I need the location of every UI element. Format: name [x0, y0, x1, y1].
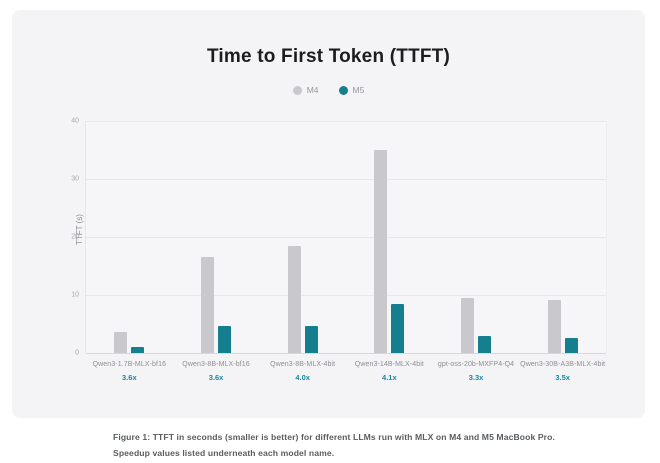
gridline — [86, 179, 606, 180]
model-name-label: gpt-oss-20b-MXFP4-Q4 — [437, 361, 515, 368]
bar-m5 — [218, 326, 231, 353]
bar-pair — [374, 121, 405, 353]
speedup-label: 3.3x — [468, 373, 484, 382]
bar-pair — [461, 121, 492, 353]
y-tick-label: 10 — [71, 291, 79, 299]
model-name-label: Qwen3-8B-MLX-bf16 — [182, 361, 250, 368]
legend: M4 M5 — [12, 85, 645, 95]
speedup-label: 3.6x — [122, 373, 137, 382]
speedup-label: 4.0x — [295, 373, 310, 382]
model-name-label: Qwen3-30B-A3B-MLX-4bit — [520, 361, 606, 368]
group-labels: Qwen3-30B-A3B-MLX-4bit 3.5x — [520, 361, 605, 382]
bar-m5 — [564, 337, 578, 353]
y-tick-label: 30 — [71, 175, 79, 183]
bar-group: gpt-oss-20b-MXFP4-Q4 3.3x — [433, 121, 520, 382]
group-labels: Qwen3-14B-MLX-4bit 4.1x — [355, 361, 424, 382]
group-labels: gpt-oss-20b-MXFP4-Q4 3.3x — [438, 361, 514, 382]
legend-label-m4: M4 — [306, 85, 319, 95]
bar-group: Qwen3-1.7B-MLX-bf16 3.6x — [86, 121, 173, 382]
gridline — [86, 121, 606, 122]
bar-pair — [547, 121, 578, 353]
bar-pair — [287, 121, 318, 353]
bar-group: Qwen3-8B-MLX-bf16 3.6x — [173, 121, 260, 382]
figure-caption: Figure 1: TTFT in seconds (smaller is be… — [113, 432, 555, 458]
model-name-label: Qwen3-14B-MLX-4bit — [354, 361, 424, 368]
bar-groups: Qwen3-1.7B-MLX-bf16 3.6x Qwen3-8B-MLX-bf16… — [86, 121, 606, 382]
bar-m4 — [201, 257, 214, 353]
legend-item-m4: M4 — [292, 85, 319, 95]
model-name-label: Qwen3-8B-MLX-4bit — [270, 361, 336, 368]
y-tick-label: 0 — [75, 349, 79, 357]
model-name-label: Qwen3-1.7B-MLX-bf16 — [92, 361, 167, 368]
gridline — [86, 295, 606, 296]
chart-title: Time to First Token (TTFT) — [206, 46, 451, 67]
bar-m4 — [287, 246, 301, 353]
m5-legend-dot-icon — [338, 85, 348, 95]
gridline — [86, 353, 606, 354]
group-labels: Qwen3-1.7B-MLX-bf16 3.6x — [93, 361, 167, 382]
bar-m5 — [478, 336, 492, 353]
gridline — [86, 237, 606, 238]
y-tick-label: 40 — [71, 117, 79, 125]
bar-m5 — [391, 303, 405, 353]
bar-group: Qwen3-14B-MLX-4bit 4.1x — [346, 121, 433, 382]
legend-label-m5: M5 — [352, 85, 365, 95]
bar-group: Qwen3-30B-A3B-MLX-4bit 3.5x — [519, 121, 606, 382]
speedup-label: 4.1x — [382, 373, 397, 382]
speedup-label: 3.6x — [208, 373, 224, 382]
bar-m5 — [131, 347, 145, 353]
legend-item-m5: M5 — [338, 85, 365, 95]
bar-m4 — [547, 299, 561, 353]
y-tick-label: 20 — [71, 233, 79, 241]
bar-pair — [114, 121, 145, 353]
plot-area: TTFT (s) 0 10 20 30 40 Qwen3-1.7B-MLX-bf16 3.… — [71, 118, 607, 382]
chart-card: Time to First Token (TTFT) M4 M5 TTFT (s… — [12, 10, 645, 418]
bar-m5 — [304, 326, 318, 353]
bar-m4 — [114, 332, 128, 353]
bar-m4 — [374, 150, 388, 353]
m4-legend-dot-icon — [292, 85, 302, 95]
speedup-label: 3.5x — [555, 373, 570, 382]
bar-group: Qwen3-8B-MLX-4bit 4.0x — [259, 121, 346, 382]
bar-pair — [201, 121, 231, 353]
bar-m4 — [461, 297, 475, 353]
group-labels: Qwen3-8B-MLX-4bit 4.0x — [270, 361, 335, 382]
grid-layer: 0 10 20 30 40 — [71, 118, 606, 357]
group-labels: Qwen3-8B-MLX-bf16 3.6x — [182, 361, 249, 382]
